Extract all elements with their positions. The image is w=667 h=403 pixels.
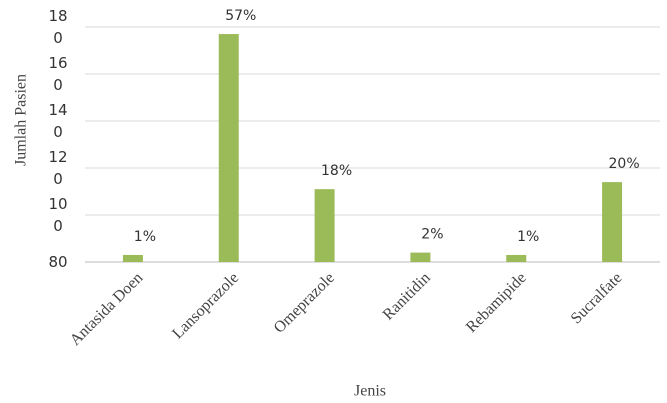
bar (602, 182, 623, 262)
data-label: 20% (609, 156, 640, 172)
data-label: 1% (134, 229, 156, 245)
y-tick-label: 16 0 (48, 54, 68, 94)
x-tick-label: Antasida Doen (67, 269, 147, 349)
bar (410, 252, 431, 262)
x-tick-label: Ranitidin (380, 269, 434, 323)
y-tick-label: 80 (48, 253, 68, 271)
bar (314, 189, 335, 262)
data-label: 2% (421, 227, 443, 243)
x-tick-label: Omeprazole (271, 269, 338, 336)
data-label: 1% (517, 229, 539, 245)
x-tick-label: Sucralfate (568, 269, 626, 327)
y-axis-title: Jumlah Pasien (13, 74, 30, 166)
data-label: 57% (225, 8, 256, 24)
data-label: 18% (321, 163, 352, 179)
x-tick-label: Lansoprazole (169, 269, 242, 342)
y-tick-label: 10 0 (48, 195, 68, 235)
y-tick-label: 18 0 (48, 7, 68, 47)
bar (506, 254, 527, 262)
bar (122, 254, 143, 262)
y-tick-label: 12 0 (48, 148, 68, 188)
x-tick-label: Rebamipide (463, 269, 530, 336)
bar (218, 34, 239, 262)
x-axis-title: Jenis (354, 383, 386, 400)
y-tick-label: 14 0 (48, 101, 68, 141)
